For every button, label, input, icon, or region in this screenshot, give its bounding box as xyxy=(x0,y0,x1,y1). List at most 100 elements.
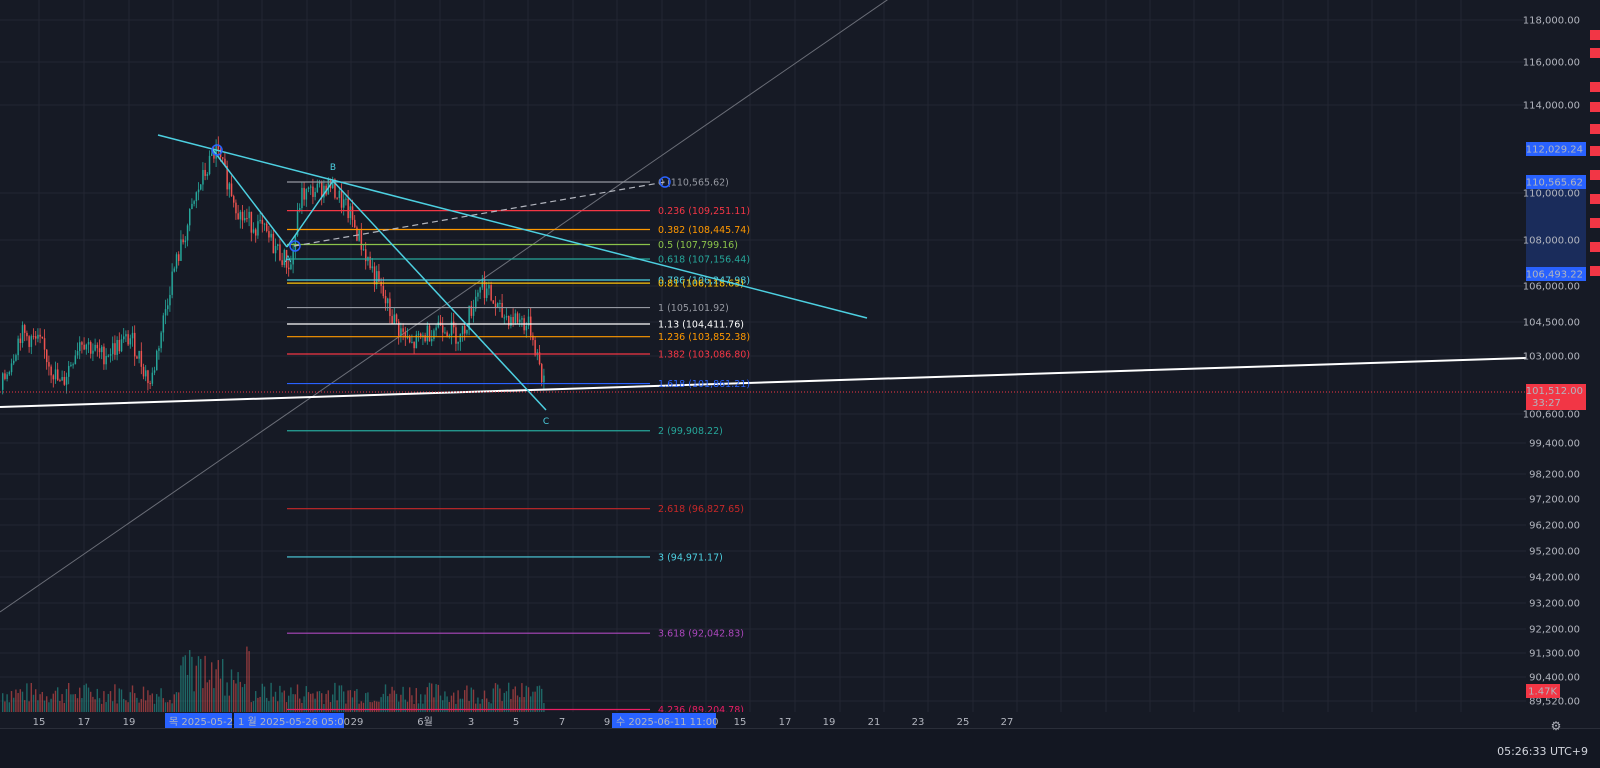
candle xyxy=(358,230,360,241)
candle xyxy=(63,377,66,385)
candle xyxy=(530,316,532,336)
volume-bar xyxy=(35,689,37,712)
alert-marker[interactable] xyxy=(1590,48,1600,58)
candle xyxy=(61,377,63,381)
volume-bar xyxy=(455,703,457,712)
volume-bar xyxy=(477,697,479,712)
anchor-handle[interactable] xyxy=(659,176,671,188)
candle xyxy=(360,230,363,250)
volume-bar xyxy=(160,688,162,712)
volume-bar xyxy=(92,696,94,712)
volume-bar xyxy=(17,693,19,712)
volume-bar xyxy=(109,691,112,712)
candle xyxy=(525,325,528,331)
volume-bar xyxy=(6,694,8,712)
candle xyxy=(285,249,288,268)
support-line[interactable] xyxy=(0,357,1527,408)
alert-marker[interactable] xyxy=(1590,82,1600,92)
volume-bar xyxy=(431,683,433,712)
price-axis xyxy=(1526,0,1600,712)
volume-bar xyxy=(424,694,426,712)
volume-bar xyxy=(453,692,455,712)
candle xyxy=(169,294,171,306)
time-highlight xyxy=(612,713,716,728)
volume-bar xyxy=(127,702,129,712)
volume-bar xyxy=(356,689,358,712)
volume-bar xyxy=(235,683,237,712)
volume-bar xyxy=(402,686,404,712)
gear-icon[interactable]: ⚙ xyxy=(1550,719,1562,733)
volume-bar xyxy=(204,655,206,712)
volume-bar xyxy=(94,699,96,712)
candle xyxy=(538,352,541,365)
candle xyxy=(336,197,338,199)
candle xyxy=(466,329,468,334)
volume-bar xyxy=(294,694,296,712)
candle xyxy=(527,316,530,326)
alert-marker[interactable] xyxy=(1590,102,1600,112)
alert-marker[interactable] xyxy=(1590,170,1600,180)
candle xyxy=(248,211,250,219)
volume-bar xyxy=(114,684,116,712)
candle xyxy=(43,338,46,350)
volume-bar xyxy=(299,698,301,712)
candle xyxy=(15,355,17,361)
alert-marker[interactable] xyxy=(1590,218,1600,228)
volume-bar xyxy=(347,690,349,712)
volume-bar xyxy=(140,698,142,712)
price-tick-label: 118,000.00 xyxy=(1523,16,1580,27)
wave-label: B xyxy=(330,163,336,173)
volume-bar xyxy=(4,701,6,712)
anchor-handle[interactable] xyxy=(211,144,223,156)
volume-bar xyxy=(81,698,83,712)
alert-marker[interactable] xyxy=(1590,194,1600,204)
volume-bar xyxy=(336,700,338,712)
alert-marker[interactable] xyxy=(1590,242,1600,252)
volume-bar xyxy=(327,690,329,712)
volume-bar xyxy=(340,685,343,712)
candle xyxy=(125,334,127,337)
candle xyxy=(391,316,393,325)
fib-level-label: 1 (105,101.92) xyxy=(658,303,729,314)
candle xyxy=(59,380,61,382)
candle xyxy=(266,223,268,232)
volume-bar xyxy=(505,691,508,712)
candle xyxy=(244,218,246,221)
volume-bar xyxy=(461,698,464,712)
candle xyxy=(400,328,402,336)
price-tick-label: 93,200.00 xyxy=(1529,599,1580,610)
chart-canvas[interactable]: 0 (110,565.62) 0.236 (109,251.11) 0.382 (1… xyxy=(0,0,1600,728)
trend-line-upper[interactable] xyxy=(157,134,868,319)
candle xyxy=(534,340,536,356)
candle xyxy=(382,285,385,297)
candle xyxy=(512,317,514,323)
volume-bar xyxy=(290,687,292,712)
candle xyxy=(32,336,35,338)
volume-bar xyxy=(28,701,30,712)
candle xyxy=(310,186,312,188)
volume-bar xyxy=(351,697,354,712)
volume-bar xyxy=(98,698,101,712)
candle xyxy=(180,239,182,261)
candle xyxy=(343,199,345,208)
candle xyxy=(409,337,411,343)
alert-marker[interactable] xyxy=(1590,266,1600,276)
volume-bar xyxy=(325,693,327,712)
volume-bar xyxy=(39,694,41,712)
volume-bar xyxy=(239,681,241,712)
time-tick-label: 15 xyxy=(734,717,747,728)
last-price-label: 101,512.00 xyxy=(1526,386,1583,397)
alert-marker[interactable] xyxy=(1590,124,1600,134)
alert-marker[interactable] xyxy=(1590,146,1600,156)
volume-bar xyxy=(54,690,57,712)
volume-bar xyxy=(338,685,340,712)
candle xyxy=(147,370,149,384)
clock: 05:26:33 UTC+9 xyxy=(1497,745,1588,758)
alert-marker[interactable] xyxy=(1590,30,1600,40)
candle xyxy=(431,338,433,342)
candle xyxy=(340,190,343,208)
volume-bar xyxy=(481,699,483,712)
candle xyxy=(52,375,55,380)
volume-bar xyxy=(237,672,239,712)
anchor-handle[interactable] xyxy=(289,240,301,252)
